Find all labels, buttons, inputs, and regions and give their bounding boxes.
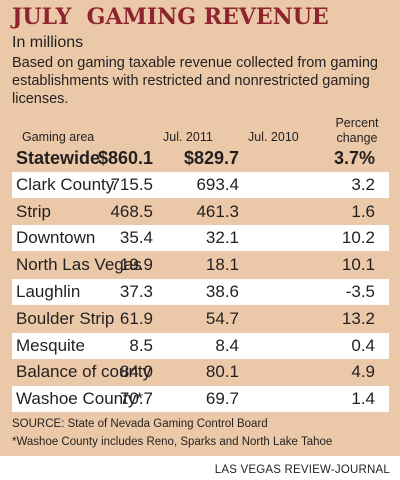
cell-jul-2010: 693.4 [196,174,239,194]
cell-jul-2011: 35.4 [119,228,153,248]
cell-jul-2010: 80.1 [205,362,239,382]
header-gaming-area: Gaming area [22,130,95,144]
cell-jul-2010: $829.7 [183,148,239,168]
cell-jul-2011: 84.0 [119,362,153,382]
table-row: Laughlin 37.3 38.6 -3.5 [12,278,389,305]
cell-percent-change: 13.2 [341,308,375,328]
table-row-statewide: Statewide $860.1 $829.7 3.7% [12,145,389,171]
cell-gaming-area: Boulder Strip [16,308,115,328]
publication-credit: LAS VEGAS REVIEW-JOURNAL [214,464,390,476]
cell-percent-change: -3.5 [345,281,375,301]
chart-title: JULY GAMING REVENUE [12,4,329,30]
cell-percent-change: 4.9 [351,362,375,382]
header-percent-change: Percent change [335,116,379,145]
table-row: Downtown 35.4 32.1 10.2 [12,225,389,252]
table-row: Strip 468.5 461.3 1.6 [12,199,389,225]
cell-jul-2010: 69.7 [205,389,239,409]
cell-gaming-area: Balance of county [16,362,152,382]
cell-jul-2011: 8.5 [129,335,153,355]
cell-gaming-area: Mesquite [16,335,85,355]
cell-jul-2010: 461.3 [196,201,239,221]
chart-subtitle: In millions [12,34,84,51]
cell-gaming-area: Strip [16,201,51,221]
cell-gaming-area: Clark County [16,174,115,194]
cell-jul-2011: 61.9 [119,308,153,328]
graphic-panel: JULY GAMING REVENUE In millions Based on… [0,0,400,456]
table-row: Washoe County* 70.7 69.7 1.4 [12,386,389,413]
cell-gaming-area: Laughlin [16,281,81,301]
header-jul-2011: Jul. 2011 [163,130,213,144]
cell-gaming-area: North Las Vegas [16,255,142,275]
source-note: SOURCE: State of Nevada Gaming Control B… [12,418,268,430]
cell-jul-2010: 18.1 [205,255,239,275]
cell-jul-2010: 32.1 [205,228,239,248]
cell-percent-change: 3.2 [351,174,375,194]
cell-jul-2010: 8.4 [215,335,239,355]
cell-jul-2011: 468.5 [110,201,153,221]
cell-percent-change: 1.4 [351,389,375,409]
cell-jul-2011: 715.5 [110,174,153,194]
table-row: Mesquite 8.5 8.4 0.4 [12,332,389,359]
chart-description: Based on gaming taxable revenue collecte… [12,55,378,107]
cell-percent-change: 10.2 [341,228,375,248]
cell-gaming-area: Downtown [16,228,96,248]
footnote: *Washoe County includes Reno, Sparks and… [12,436,333,448]
cell-jul-2011: 37.3 [119,281,153,301]
table-body: Statewide $860.1 $829.7 3.7% Clark County 715… [12,145,389,413]
cell-gaming-area: Washoe County* [16,389,143,409]
cell-percent-change: 3.7% [333,148,375,168]
table-row: Clark County 715.5 693.4 3.2 [12,171,389,198]
cell-jul-2011: $860.1 [97,148,153,168]
cell-percent-change: 10.1 [341,255,375,275]
cell-jul-2010: 54.7 [205,308,239,328]
table-row: Balance of county 84.0 80.1 4.9 [12,359,389,385]
cell-percent-change: 0.4 [351,335,375,355]
cell-jul-2011: 70.7 [119,389,153,409]
cell-jul-2010: 38.6 [205,281,239,301]
cell-gaming-area: Statewide [16,148,101,168]
table-header: Gaming area Jul. 2011 Jul. 2010 Percent … [0,108,400,148]
table-row: Boulder Strip 61.9 54.7 13.2 [12,306,389,332]
cell-percent-change: 1.6 [351,201,375,221]
table-row: North Las Vegas 19.9 18.1 10.1 [12,252,389,278]
header-jul-2010: Jul. 2010 [248,130,299,144]
cell-jul-2011: 19.9 [119,255,153,275]
